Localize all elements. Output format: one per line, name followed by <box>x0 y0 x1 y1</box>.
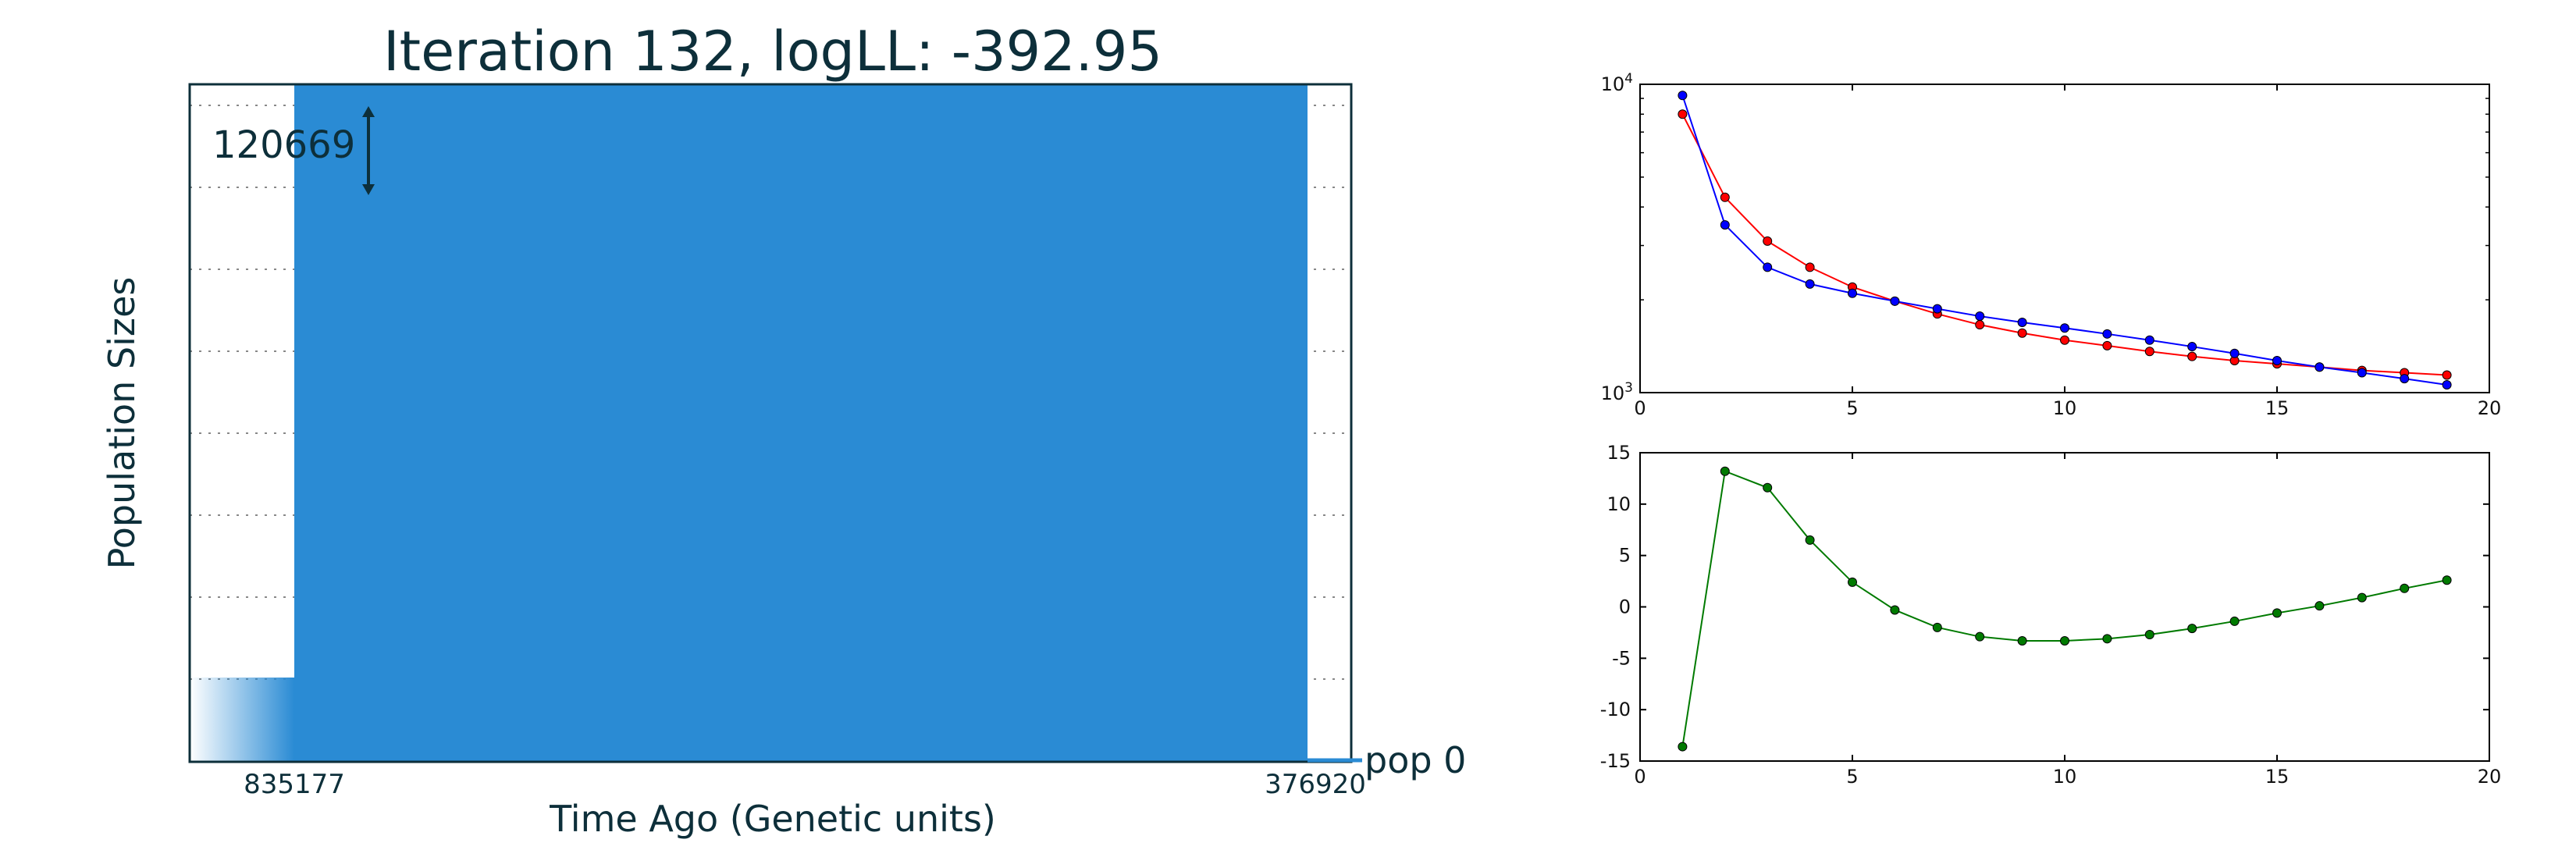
data-point-red <box>1678 109 1688 119</box>
data-point-green <box>2314 601 2325 611</box>
population-block-fade <box>190 678 294 762</box>
data-point-blue <box>2357 368 2367 378</box>
data-point-green <box>2357 592 2367 603</box>
data-point-red <box>2144 347 2154 357</box>
y-tick-label: -15 <box>1600 750 1631 772</box>
data-point-red <box>2060 335 2069 345</box>
x-tick-label: 5 <box>1846 766 1858 788</box>
plot-frame <box>188 83 1353 763</box>
axis-ticks: 0 5 10 15 20 15 10 5 0 -5 -10 -15 <box>1600 442 2501 788</box>
x-tick-label: 5 <box>1846 397 1858 419</box>
data-point-green <box>1932 622 1942 632</box>
scale-arrow <box>362 106 375 195</box>
series-group <box>1678 91 2452 390</box>
data-point-green <box>2400 583 2410 593</box>
data-point-green <box>2187 624 2197 634</box>
data-point-green <box>1975 631 1985 642</box>
data-point-blue <box>2442 380 2452 390</box>
scale-value-label: 120669 <box>212 123 355 167</box>
data-point-blue <box>2229 348 2240 358</box>
data-point-green <box>2272 608 2282 618</box>
data-point-green <box>1678 742 1688 752</box>
x-tick-label: 15 <box>2265 766 2290 788</box>
y-tick-label: -5 <box>1612 647 1631 669</box>
plot-frame <box>1639 452 2490 762</box>
data-point-blue <box>1932 304 1942 314</box>
x-tick-label: 0 <box>1634 766 1646 788</box>
chart-title: Iteration 132, logLL: -392.95 <box>383 20 1162 84</box>
series-group <box>1678 466 2452 752</box>
data-point-blue <box>2060 323 2069 333</box>
x-axis-label: Time Ago (Genetic units) <box>549 798 996 840</box>
data-point-blue <box>1805 279 1815 289</box>
data-point-red <box>1763 236 1773 246</box>
data-point-blue <box>1720 220 1730 230</box>
data-point-red <box>1720 192 1730 202</box>
x-tick-label: 15 <box>2265 397 2290 419</box>
data-point-red <box>2187 351 2197 361</box>
data-point-blue <box>1678 91 1688 101</box>
data-point-blue <box>1763 262 1773 272</box>
y-tick-label: -10 <box>1600 699 1631 720</box>
data-point-blue <box>2144 335 2154 345</box>
x-tick-label: 0 <box>1634 397 1646 419</box>
difference-panel: 0 5 10 15 20 15 10 5 0 -5 -10 -15 <box>1600 442 2501 788</box>
data-point-green <box>2229 616 2240 626</box>
data-point-green <box>2144 630 2154 640</box>
data-point-red <box>1805 262 1815 272</box>
data-point-green <box>2017 635 2027 646</box>
data-point-blue <box>2187 342 2197 352</box>
data-point-blue <box>2314 362 2325 372</box>
x-tick-label: 376920 <box>1265 769 1366 800</box>
population-panel: Iteration 132, logLL: -392.95 120669 pop… <box>101 20 1466 840</box>
data-point-blue <box>2017 317 2027 327</box>
data-point-blue <box>1890 296 1900 306</box>
axis-ticks: 0 5 10 15 20 <box>1634 84 2501 419</box>
y-tick-label: 104 <box>1601 71 1633 95</box>
x-tick-label: 20 <box>2478 397 2502 419</box>
x-tick-label: 10 <box>2053 766 2077 788</box>
y-axis-label: Population Sizes <box>101 277 143 570</box>
data-point-green <box>2102 634 2112 644</box>
series-line-green <box>1681 470 2447 747</box>
population-block-main <box>294 84 1308 762</box>
data-point-blue <box>2272 355 2282 365</box>
data-point-red <box>2102 340 2112 350</box>
y-tick-label: 103 <box>1601 380 1633 404</box>
data-point-blue <box>2400 374 2410 384</box>
y-tick-label: 5 <box>1619 545 1631 567</box>
x-tick-label: 20 <box>2478 766 2502 788</box>
x-tick-label: 835177 <box>244 769 345 800</box>
x-tick-label: 10 <box>2053 397 2077 419</box>
data-point-blue <box>1975 311 1985 322</box>
data-point-green <box>2442 575 2452 585</box>
data-point-green <box>1890 605 1900 615</box>
data-point-green <box>1763 482 1773 493</box>
data-point-green <box>2060 635 2069 646</box>
y-tick-label: 10 <box>1606 493 1631 515</box>
y-tick-label: 0 <box>1619 596 1631 618</box>
data-point-red <box>2017 328 2027 338</box>
data-point-green <box>1805 535 1815 545</box>
y-tick-label: 15 <box>1606 442 1631 464</box>
data-point-green <box>1848 577 1857 587</box>
data-point-green <box>1720 466 1730 476</box>
population-label: pop 0 <box>1364 739 1466 781</box>
data-point-red <box>1975 320 1985 330</box>
data-point-blue <box>2102 329 2112 339</box>
log-scale-panel: 0 5 10 15 20 104 103 <box>1601 71 2502 419</box>
data-point-blue <box>1848 288 1857 298</box>
data-point-red <box>2442 370 2452 380</box>
